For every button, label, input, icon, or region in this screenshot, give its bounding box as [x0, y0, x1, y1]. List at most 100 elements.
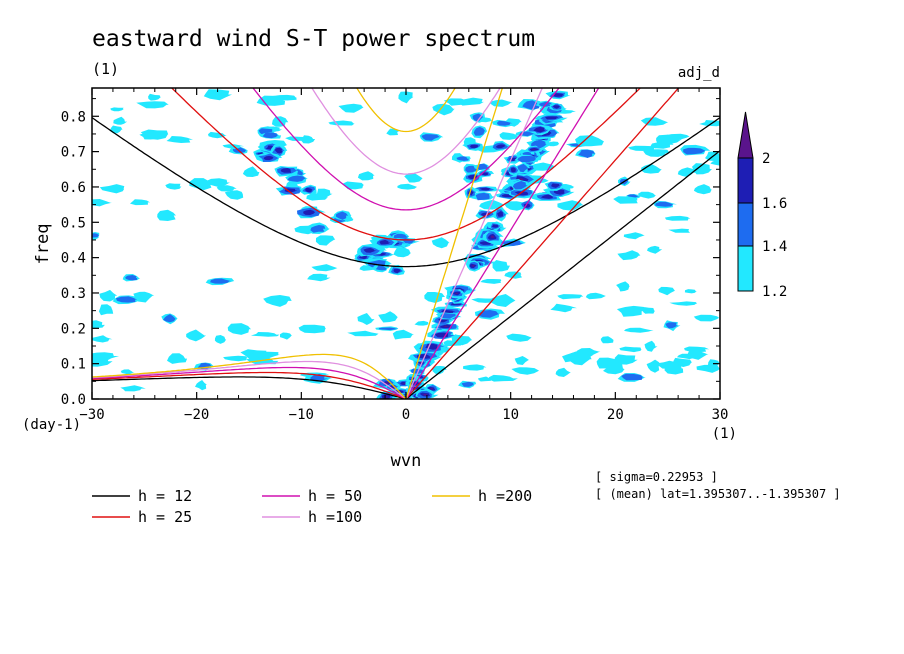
power-contour [305, 187, 313, 193]
kelvin-wave-curve [405, 88, 680, 399]
power-contour [423, 393, 428, 396]
power-contour [431, 237, 450, 249]
chart-title: eastward wind S-T power spectrum [92, 26, 535, 52]
power-contour [242, 166, 260, 177]
y-axis-label: freq [33, 224, 53, 265]
power-contour [262, 132, 279, 139]
legend-label: h =100 [308, 508, 362, 526]
power-contour [488, 374, 518, 382]
x-axis: −30 −20 −10 0 10 20 30 [79, 88, 728, 423]
power-contour [669, 301, 698, 306]
power-contour [357, 313, 375, 325]
power-contour [227, 323, 251, 335]
power-contour [148, 93, 161, 101]
power-contour [665, 322, 678, 329]
rossby-wave-curve [92, 360, 407, 399]
power-contour [357, 171, 375, 181]
rossby-wave-curve [92, 376, 407, 399]
power-contour [450, 302, 462, 306]
x-tick-label: 10 [502, 407, 519, 423]
power-contour [393, 247, 412, 258]
power-contour [113, 116, 128, 125]
power-contour [511, 367, 540, 375]
power-contour [92, 199, 112, 207]
legend-label: h = 50 [308, 487, 362, 505]
plot-area [92, 88, 720, 399]
power-contour [414, 320, 429, 326]
power-contour [338, 103, 364, 113]
dispersion-curves [92, 88, 720, 399]
power-contour [210, 278, 232, 284]
power-contour [316, 188, 333, 199]
power-contour [481, 212, 491, 217]
legend: h = 12 h = 25 h = 50 h =100 h =200 [92, 487, 532, 526]
corner-label: adj_d [678, 65, 720, 81]
power-contour [562, 352, 579, 363]
power-contour [391, 386, 394, 388]
power-contour [92, 335, 113, 343]
power-contour [658, 286, 675, 296]
power-contour [375, 265, 387, 271]
power-contour [467, 190, 474, 196]
power-contour [532, 149, 536, 150]
colorbar: 1.2 1.4 1.6 2 [737, 111, 787, 300]
power-contour [677, 167, 696, 177]
rossby-wave-curve [92, 366, 407, 399]
power-contour [683, 147, 706, 155]
y-tick-label: 0.1 [61, 357, 86, 373]
power-contour [378, 311, 398, 323]
power-contour [203, 89, 233, 101]
power-contour [115, 296, 138, 303]
power-contour [280, 168, 292, 173]
power-contour [557, 294, 584, 300]
power-contour [517, 163, 529, 173]
power-contour [578, 149, 596, 158]
power-contour [497, 120, 513, 126]
sigma-annotation: [ sigma=0.22953 ] [595, 470, 718, 484]
power-contour [280, 332, 292, 340]
power-contour [499, 132, 519, 140]
power-contour [644, 340, 658, 352]
x-tick-label: 30 [712, 407, 729, 423]
chart-subtitle: (1) [92, 60, 119, 78]
power-contour [668, 228, 690, 233]
power-contour [358, 255, 368, 260]
power-contour [195, 380, 207, 391]
power-contour [693, 314, 720, 322]
power-contour [216, 185, 237, 192]
x-tick-label: 0 [402, 407, 410, 423]
power-contour [475, 192, 490, 201]
power-contour [397, 183, 417, 190]
power-contour [548, 141, 560, 147]
colorbar-segment [737, 157, 754, 204]
y-tick-label: 0.3 [61, 286, 86, 302]
power-contour [125, 275, 138, 281]
power-contour [647, 245, 663, 254]
power-contour [110, 125, 123, 134]
power-contour [455, 292, 458, 295]
power-contour [512, 181, 528, 190]
power-contour [315, 235, 336, 246]
colorbar-label: 1.6 [762, 196, 787, 212]
power-contour [557, 200, 584, 211]
power-contour [624, 327, 654, 333]
power-contour [274, 147, 283, 154]
power-contour [311, 264, 338, 272]
power-contour [477, 163, 490, 170]
power-contour [404, 173, 423, 183]
x-axis-label: wvn [391, 451, 422, 471]
y-axis: 0.0 0.1 0.2 0.3 0.4 0.5 0.6 0.7 0.8 [61, 98, 720, 408]
power-contour [270, 94, 297, 101]
power-contour [398, 91, 414, 104]
power-contour [501, 194, 516, 198]
power-contour [393, 268, 402, 274]
power-contour [251, 351, 280, 359]
power-contour [616, 281, 630, 292]
power-contour [472, 265, 475, 267]
power-contour [641, 163, 662, 174]
power-contour [189, 178, 212, 191]
power-contour [379, 239, 391, 245]
y-tick-label: 0.8 [61, 109, 86, 125]
power-contour [222, 144, 245, 150]
